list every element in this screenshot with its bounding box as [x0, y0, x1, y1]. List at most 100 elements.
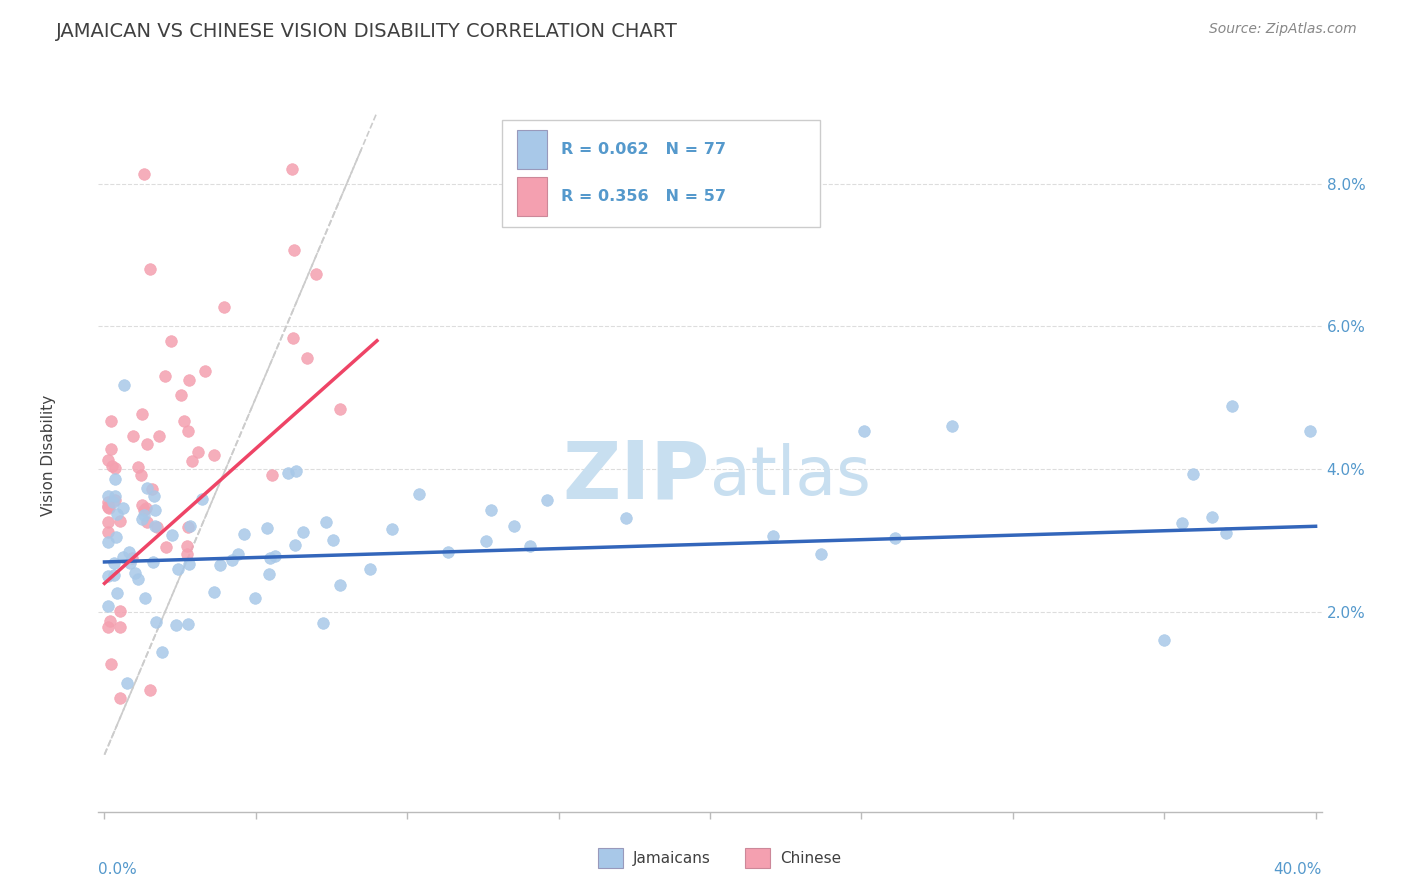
- Point: [104, 489, 127, 503]
- Point: [132, 503, 155, 517]
- Point: [852, 424, 875, 438]
- Text: 0.0%: 0.0%: [98, 862, 138, 877]
- Point: [177, 616, 200, 631]
- Point: [108, 620, 131, 634]
- Point: [941, 418, 963, 433]
- Point: [103, 556, 125, 570]
- Point: [536, 492, 558, 507]
- Point: [100, 657, 122, 672]
- Point: [176, 539, 198, 553]
- Point: [145, 615, 167, 629]
- Point: [112, 501, 135, 516]
- Point: [1201, 509, 1223, 524]
- Text: atlas: atlas: [710, 443, 870, 509]
- Point: [131, 407, 153, 421]
- Point: [284, 464, 307, 478]
- Point: [264, 549, 287, 563]
- Point: [153, 369, 176, 384]
- Point: [194, 364, 217, 378]
- Point: [131, 511, 153, 525]
- Point: [614, 511, 637, 525]
- Point: [96, 599, 118, 614]
- Point: [212, 300, 235, 314]
- Point: [96, 569, 118, 583]
- Point: [139, 262, 162, 277]
- Point: [281, 331, 304, 345]
- Point: [810, 547, 832, 561]
- Point: [108, 604, 131, 618]
- Point: [479, 503, 502, 517]
- Point: [97, 534, 120, 549]
- Point: [173, 414, 195, 428]
- Point: [100, 414, 122, 428]
- Point: [1220, 399, 1243, 413]
- Point: [127, 459, 149, 474]
- Point: [97, 500, 120, 515]
- Point: [104, 530, 127, 544]
- Text: 40.0%: 40.0%: [1274, 862, 1322, 877]
- Point: [259, 550, 281, 565]
- Point: [143, 489, 166, 503]
- Point: [117, 676, 139, 690]
- Point: [108, 690, 131, 705]
- Point: [1181, 467, 1204, 481]
- Point: [329, 401, 352, 416]
- Point: [277, 467, 299, 481]
- Point: [97, 489, 120, 503]
- Point: [107, 507, 129, 521]
- Point: [262, 468, 284, 483]
- Point: [221, 553, 243, 567]
- Point: [177, 425, 200, 439]
- Point: [1153, 633, 1175, 648]
- Point: [96, 495, 118, 509]
- Point: [129, 467, 152, 482]
- Point: [284, 538, 307, 552]
- Point: [359, 562, 381, 576]
- Point: [160, 528, 183, 542]
- FancyBboxPatch shape: [517, 177, 547, 216]
- Point: [103, 567, 125, 582]
- Point: [136, 481, 159, 495]
- Point: [202, 585, 225, 599]
- Point: [762, 529, 785, 543]
- Point: [181, 454, 204, 468]
- Point: [226, 547, 249, 561]
- Point: [118, 545, 141, 559]
- Point: [160, 334, 183, 348]
- Point: [1171, 516, 1194, 530]
- Point: [503, 518, 526, 533]
- Point: [136, 515, 159, 529]
- Point: [97, 499, 120, 513]
- Point: [96, 515, 118, 529]
- Point: [132, 167, 155, 181]
- Point: [475, 533, 498, 548]
- Point: [135, 501, 157, 516]
- FancyBboxPatch shape: [517, 130, 547, 169]
- Point: [283, 244, 305, 258]
- Point: [257, 567, 280, 582]
- Point: [202, 448, 225, 462]
- Point: [103, 461, 125, 475]
- Point: [1215, 526, 1237, 541]
- Point: [101, 458, 124, 473]
- Point: [148, 428, 170, 442]
- Point: [98, 614, 121, 628]
- Point: [165, 618, 187, 632]
- Point: [143, 502, 166, 516]
- Point: [97, 524, 120, 539]
- Point: [141, 482, 163, 496]
- Point: [101, 495, 124, 509]
- Point: [132, 508, 155, 522]
- Point: [146, 519, 169, 533]
- Point: [191, 492, 214, 507]
- Point: [436, 545, 458, 559]
- Text: Jamaicans: Jamaicans: [633, 851, 710, 865]
- Point: [145, 519, 167, 533]
- Point: [315, 515, 337, 529]
- Point: [408, 487, 430, 501]
- Text: R = 0.356   N = 57: R = 0.356 N = 57: [561, 189, 725, 204]
- Point: [134, 591, 156, 605]
- FancyBboxPatch shape: [502, 120, 820, 227]
- Point: [155, 541, 177, 555]
- Point: [179, 519, 201, 533]
